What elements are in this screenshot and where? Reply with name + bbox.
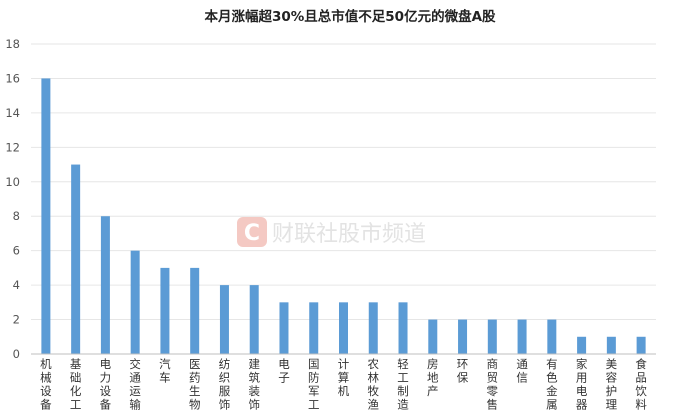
bar (71, 164, 81, 354)
y-tick-label: 12 (5, 140, 20, 154)
y-tick-label: 14 (5, 106, 20, 120)
x-axis-ticks: 机械设备 基础化工 电力设备 交通运输 汽车 医药生物 纺织服饰 建筑装饰 电子 国防军工 计算机 农… (40, 357, 647, 412)
bar (339, 302, 348, 354)
bar (547, 319, 557, 354)
y-tick-label: 4 (13, 278, 20, 292)
y-tick-label: 2 (13, 313, 20, 327)
grid-lines (31, 43, 656, 321)
x-tick-label: 电力设备 (100, 357, 112, 412)
x-tick-label: 轻工制造 (397, 357, 409, 412)
watermark-logo (237, 217, 267, 247)
bar (160, 267, 170, 354)
watermark-logo-letter: C (244, 221, 260, 246)
x-tick-label: 电子 (278, 357, 290, 385)
bar (606, 336, 616, 354)
bar (190, 267, 200, 354)
bar (458, 319, 468, 354)
bar (279, 302, 289, 354)
bar (487, 319, 497, 354)
bar (309, 302, 319, 354)
bar (249, 285, 259, 354)
bar (517, 319, 527, 354)
bars (41, 78, 646, 354)
bar (219, 285, 229, 354)
bar (428, 319, 438, 354)
x-tick-label: 通信 (516, 357, 528, 385)
x-tick-label: 家用电器 (576, 357, 588, 412)
bar (398, 302, 408, 354)
y-tick-label: 6 (13, 244, 20, 258)
y-axis-ticks: 0 2 4 6 8 10 12 14 16 18 (5, 37, 20, 361)
x-tick-label: 有色金属 (546, 357, 558, 412)
y-tick-label: 0 (13, 347, 20, 361)
chart-title: 本月涨幅超30%且总市值不足50亿元的微盘A股 (204, 8, 496, 25)
x-tick-label: 国防军工 (308, 357, 320, 412)
x-tick-label: 医药生物 (189, 357, 201, 412)
x-tick-label: 汽车 (159, 357, 171, 385)
x-tick-label: 建筑装饰 (248, 357, 260, 412)
x-tick-label: 纺织服饰 (219, 357, 231, 412)
y-tick-label: 18 (5, 37, 20, 51)
x-tick-label: 计算机 (338, 357, 350, 398)
bar (100, 216, 110, 354)
bar (368, 302, 378, 354)
x-tick-label: 食品饮料 (635, 357, 647, 412)
x-tick-label: 美容护理 (606, 357, 618, 412)
watermark-text: 财联社股市频道 (272, 222, 426, 247)
watermark: C 财联社股市频道 (237, 217, 426, 247)
bar (130, 250, 140, 354)
y-tick-label: 8 (13, 209, 20, 223)
x-tick-label: 机械设备 (40, 357, 52, 412)
x-tick-label: 交通运输 (129, 357, 141, 412)
y-tick-label: 10 (5, 175, 20, 189)
bar (636, 336, 646, 354)
x-tick-label: 商贸零售 (487, 357, 499, 412)
x-tick-label: 房地产 (427, 357, 439, 398)
bar (41, 78, 51, 354)
x-tick-label: 环保 (457, 357, 469, 385)
x-tick-label: 基础化工 (70, 357, 82, 412)
bar (577, 336, 587, 354)
y-tick-label: 16 (5, 71, 20, 85)
x-tick-label: 农林牧渔 (368, 357, 380, 412)
